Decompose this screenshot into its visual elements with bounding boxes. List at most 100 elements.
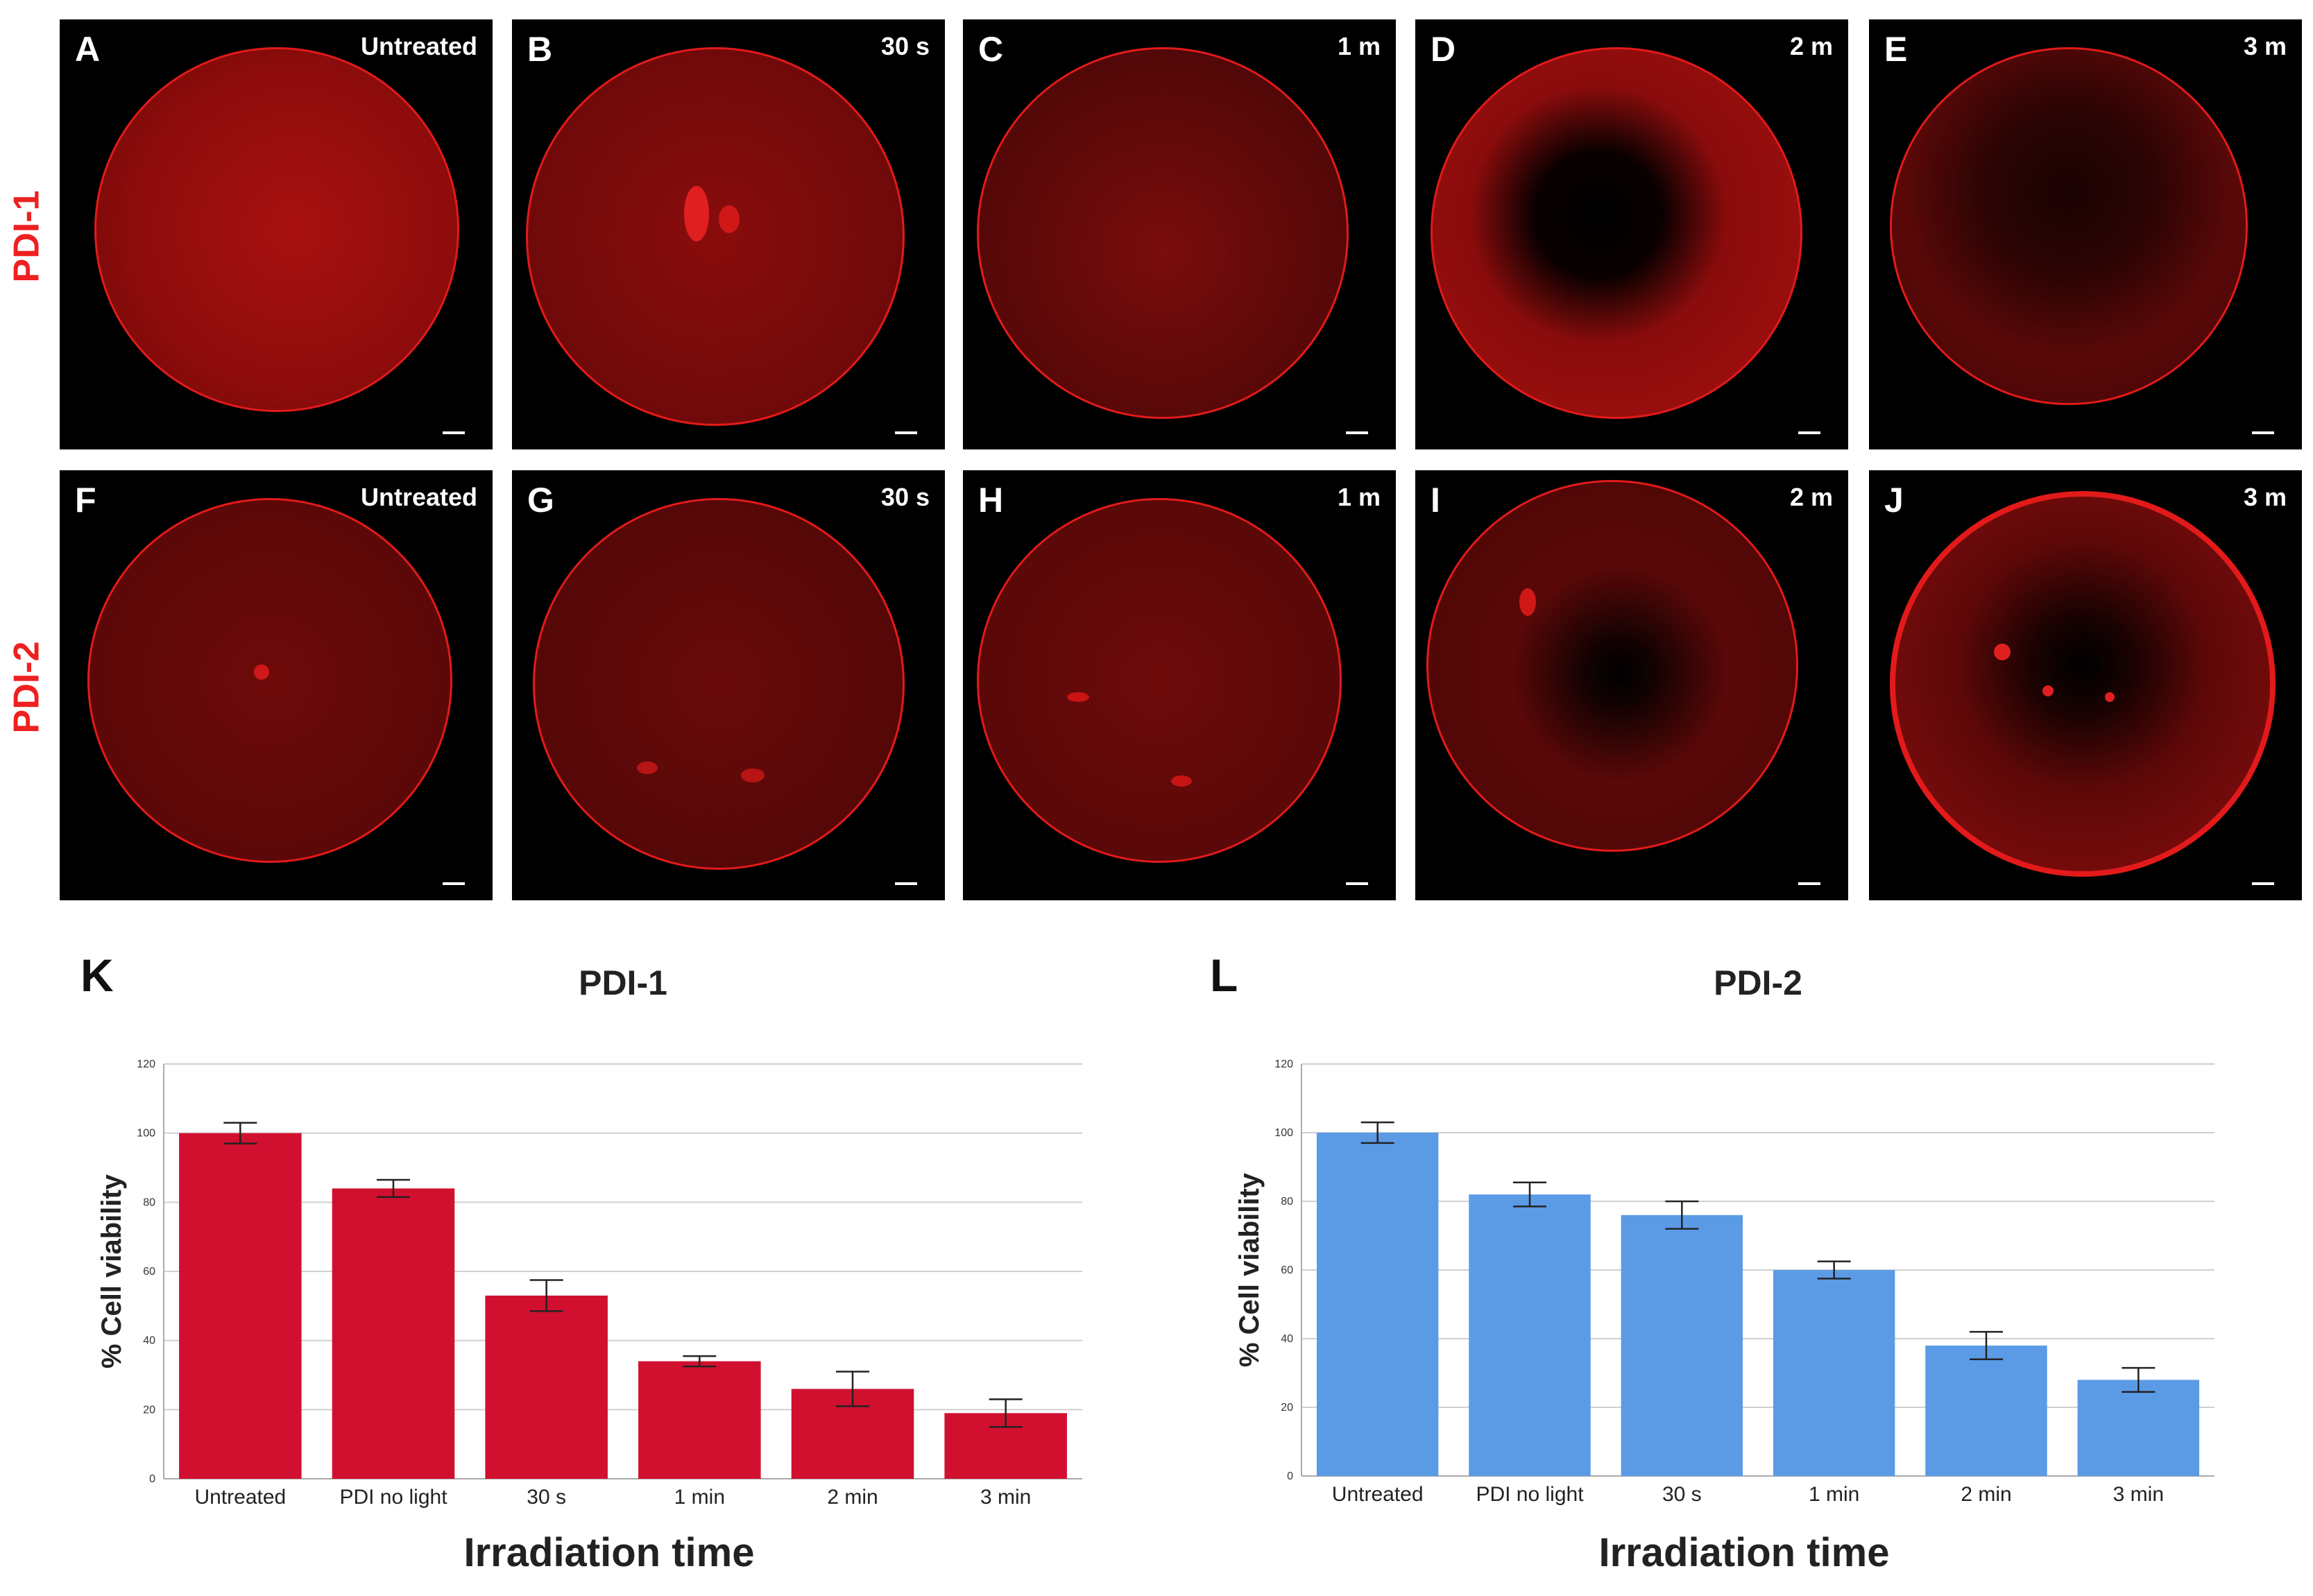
panel-letter: C [978, 30, 1004, 69]
row-label-pdi1: PDI-1 [6, 18, 47, 455]
x-tick-label: 2 min [827, 1486, 878, 1509]
y-tick-label: 120 [1274, 1058, 1293, 1070]
scale-bar [443, 882, 465, 885]
x-tick-label: 1 min [1809, 1483, 1859, 1506]
x-tick-label: 3 min [2113, 1483, 2164, 1506]
scale-bar [1346, 882, 1368, 885]
panel-a: A Untreated [60, 19, 493, 449]
x-tick-label: 3 min [980, 1486, 1031, 1509]
panel-condition: 3 m [2243, 32, 2287, 60]
bar-chart-pdi2: L PDI-2 0 20 40 60 80 100 120 Untreated PDI no li… [1200, 943, 2303, 1595]
panel-c: C 1 m [963, 19, 1396, 449]
y-tick-label: 0 [1287, 1470, 1293, 1482]
fluorescent-spot [719, 205, 740, 233]
y-tick-label: 40 [1281, 1333, 1293, 1345]
bar [485, 1295, 608, 1479]
y-tick-label: 80 [1281, 1196, 1293, 1208]
panel-b: B 30 s [512, 19, 945, 449]
fluorescent-spot [1994, 644, 2011, 660]
scale-bar [1798, 882, 1820, 885]
chart-svg: PDI-2 0 20 40 60 80 100 120 Untreated PDI no ligh… [1234, 963, 2214, 1575]
panel-letter: J [1884, 481, 1904, 520]
panel-letter: F [75, 481, 96, 520]
bar [1925, 1345, 2047, 1476]
panel-letter: A [75, 30, 101, 69]
panel-condition: 2 m [1789, 32, 1833, 60]
bar [1316, 1133, 1439, 1476]
x-tick-label: Untreated [194, 1486, 286, 1509]
y-tick-label: 20 [143, 1404, 155, 1416]
scale-bar [895, 882, 917, 885]
row-label-pdi2: PDI-2 [6, 469, 47, 906]
panel-e: E 3 m [1869, 19, 2302, 449]
panel-condition: 30 s [880, 32, 930, 60]
panel-letter: H [978, 481, 1004, 520]
fluorescent-spot [1519, 588, 1536, 616]
y-tick-label: 100 [1274, 1127, 1293, 1139]
row-label-pdi2-text: PDI-2 [6, 641, 47, 734]
chart-title: PDI-2 [1714, 963, 1802, 1002]
bar-chart-pdi1: K PDI-1 0 20 40 60 80 100 120 Untreated PDI no li… [69, 943, 1152, 1595]
chart-panel-letter: L [1210, 950, 1238, 1001]
y-tick-label: 60 [1281, 1264, 1293, 1276]
panel-letter: G [527, 481, 554, 520]
bar [1621, 1215, 1743, 1476]
scale-bar [443, 431, 465, 434]
bar [2077, 1380, 2200, 1476]
y-tick-label: 120 [137, 1058, 155, 1070]
y-tick-label: 60 [143, 1266, 155, 1278]
x-tick-label: 2 min [1961, 1483, 2011, 1506]
y-axis-label: % Cell viability [1234, 1172, 1265, 1367]
x-tick-label: PDI no light [1476, 1483, 1584, 1506]
bar [1773, 1270, 1895, 1476]
chart-title: PDI-1 [579, 963, 667, 1002]
bar [332, 1188, 455, 1479]
x-axis-label: Irradiation time [1599, 1530, 1890, 1575]
panel-condition: 2 m [1789, 483, 1833, 511]
panel-letter: D [1431, 30, 1456, 69]
fluorescent-spot [684, 186, 709, 241]
fluorescent-spot [1171, 775, 1192, 787]
y-tick-label: 80 [143, 1196, 155, 1208]
bar [638, 1361, 761, 1479]
well-ring [87, 498, 452, 863]
well-ring [533, 498, 905, 870]
well-ring [1890, 491, 2276, 877]
fluorescent-spot [741, 769, 765, 782]
scale-bar [1798, 431, 1820, 434]
panel-letter: B [527, 30, 553, 69]
panel-condition: 1 m [1337, 32, 1381, 60]
micro-row-pdi1: PDI-1 A Untreated B 30 s C 1 m D 2 m E 3… [0, 18, 2313, 455]
panel-letter: E [1884, 30, 1908, 69]
panel-condition: 1 m [1337, 483, 1381, 511]
fluorescent-spot [2105, 692, 2115, 702]
fluorescent-spot [2042, 685, 2054, 696]
scale-bar [895, 431, 917, 434]
chart-panel-letter: K [80, 950, 114, 1001]
chart-svg: PDI-1 0 20 40 60 80 100 120 Untreated PDI no ligh… [96, 963, 1082, 1575]
fluorescent-spot [1067, 692, 1089, 702]
bar [1469, 1194, 1591, 1476]
well-ring [1426, 480, 1798, 852]
row-label-pdi1-text: PDI-1 [6, 190, 47, 283]
y-tick-label: 0 [149, 1473, 155, 1485]
well-ring [94, 47, 459, 412]
x-tick-label: PDI no light [339, 1486, 447, 1509]
panel-j: J 3 m [1869, 470, 2302, 900]
y-axis-label: % Cell viability [96, 1174, 127, 1368]
panel-d: D 2 m [1415, 19, 1848, 449]
panel-g: G 30 s [512, 470, 945, 900]
panel-condition: Untreated [360, 32, 477, 60]
panel-i: I 2 m [1415, 470, 1848, 900]
y-tick-label: 20 [1281, 1402, 1293, 1414]
well-ring [1431, 47, 1802, 419]
well-ring [977, 498, 1342, 863]
panel-f: F Untreated [60, 470, 493, 900]
panel-condition: 30 s [880, 483, 930, 511]
scale-bar [2252, 431, 2274, 434]
bar [179, 1133, 302, 1479]
scale-bar [1346, 431, 1368, 434]
x-tick-label: 1 min [674, 1486, 725, 1509]
y-tick-label: 100 [137, 1128, 155, 1140]
micro-row-pdi2: PDI-2 F Untreated G 30 s H 1 m I 2 m J 3 [0, 469, 2313, 906]
